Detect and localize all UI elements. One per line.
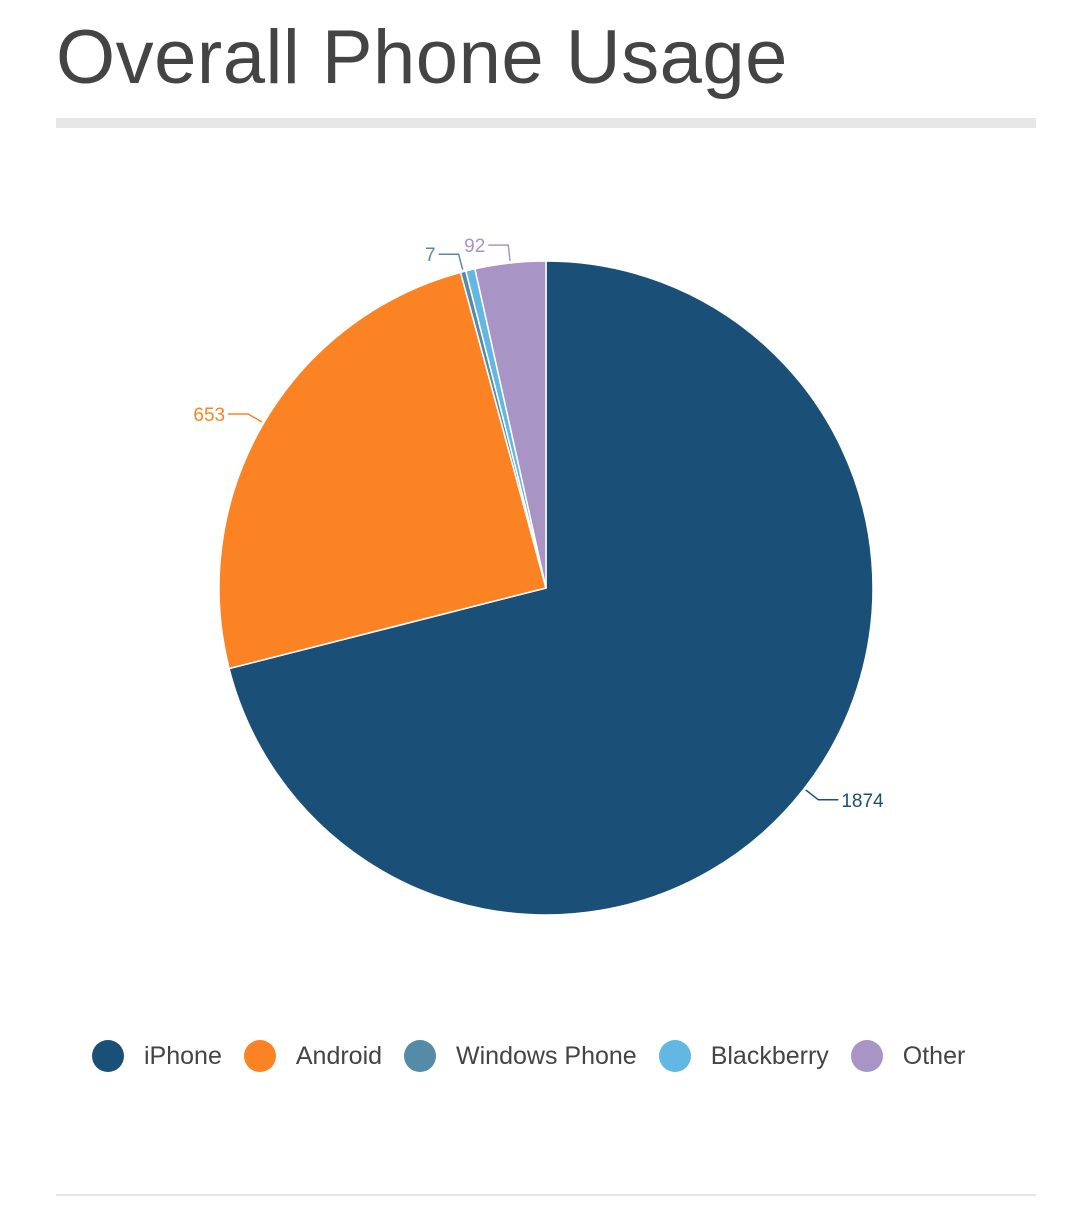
legend-label: Blackberry <box>710 1041 829 1070</box>
data-label-windows-phone: 7 <box>425 245 436 266</box>
data-label-iphone: 1874 <box>841 791 884 812</box>
legend-label: iPhone <box>144 1041 222 1070</box>
pie-data-labels: 1874 653 7 92 <box>193 236 884 812</box>
legend-item-blackberry[interactable]: Blackberry <box>658 1040 829 1072</box>
title-divider <box>56 118 1036 128</box>
chart-legend: iPhone Android Windows Phone Blackberry Othe… <box>92 1040 987 1072</box>
legend-swatch <box>658 1040 691 1072</box>
pie-slice-android <box>218 271 547 670</box>
pie-slice-other <box>474 260 547 589</box>
legend-swatch <box>243 1040 276 1072</box>
legend-item-other[interactable]: Other <box>850 1040 966 1072</box>
leader-line-other <box>488 244 511 262</box>
legend-swatch <box>850 1040 883 1072</box>
legend-item-android[interactable]: Android <box>243 1040 383 1072</box>
legend-swatch <box>404 1040 437 1072</box>
pie-slice-iphone <box>228 260 874 916</box>
bottom-divider <box>56 1194 1036 1196</box>
legend-label: Windows Phone <box>456 1041 637 1070</box>
data-label-other: 92 <box>464 236 485 257</box>
legend-item-iphone[interactable]: iPhone <box>92 1040 222 1072</box>
leader-line-iphone <box>805 789 839 801</box>
chart-title: Overall Phone Usage <box>56 15 788 100</box>
leader-line-android <box>228 413 263 423</box>
legend-item-windows-phone[interactable]: Windows Phone <box>404 1040 637 1072</box>
legend-label: Other <box>902 1041 966 1070</box>
legend-label: Android <box>295 1041 383 1070</box>
legend-swatch <box>92 1040 124 1072</box>
pie-slices <box>218 260 874 916</box>
data-label-android: 653 <box>193 405 225 426</box>
leader-line-windows-phone <box>438 253 464 270</box>
